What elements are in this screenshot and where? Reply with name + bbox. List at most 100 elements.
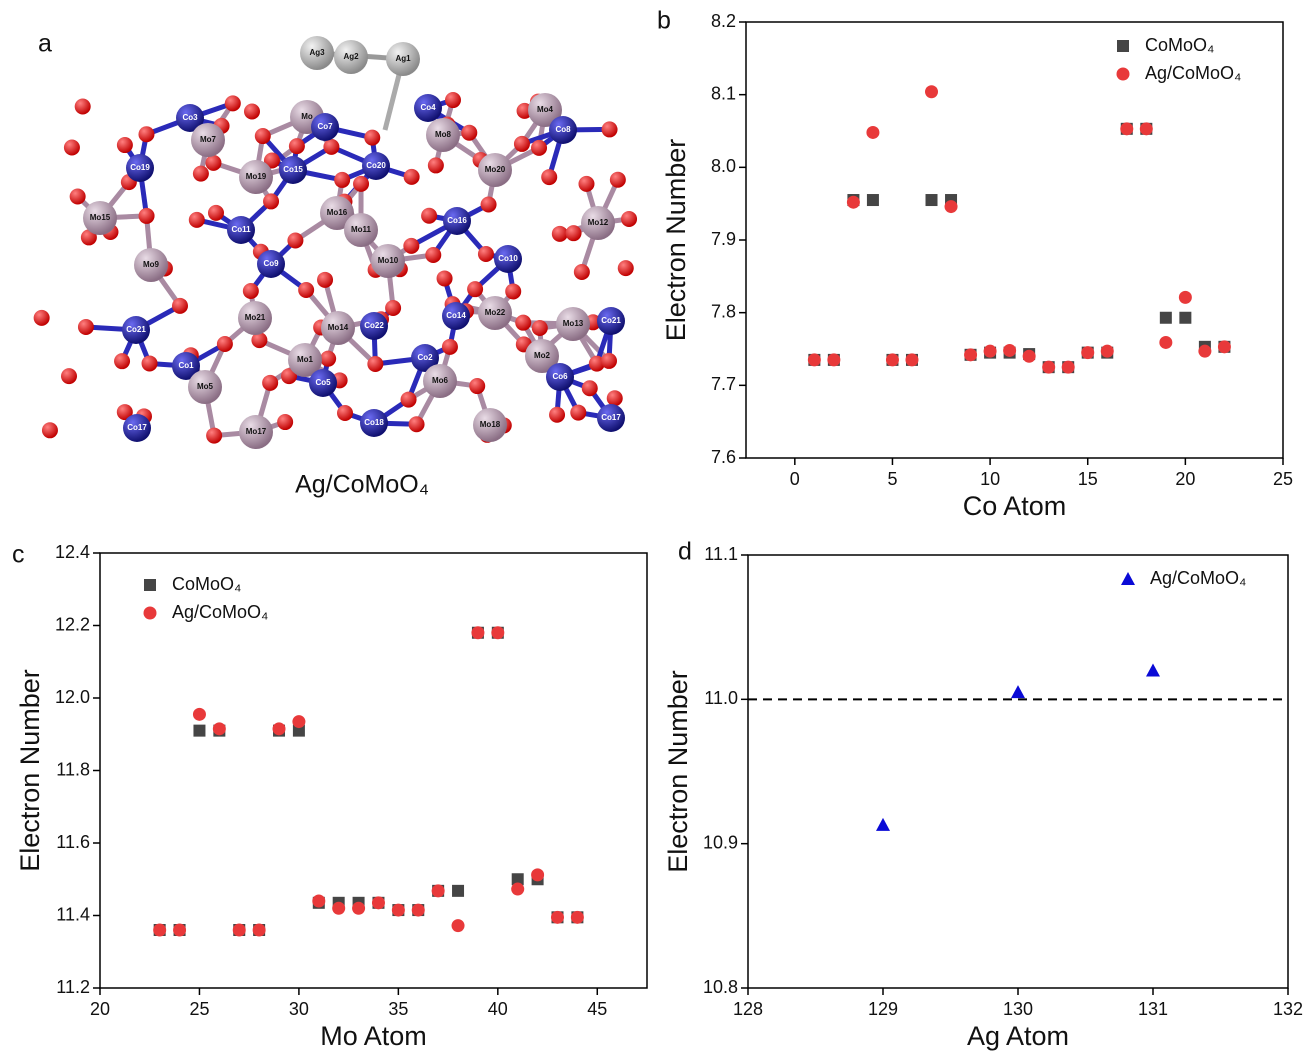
- oxygen-atom: [243, 283, 259, 299]
- x-tick-label: 25: [189, 999, 209, 1019]
- plot-frame: [748, 555, 1288, 988]
- y-tick-label: 8.0: [711, 156, 736, 176]
- atom-label: Mo13: [563, 319, 584, 328]
- atom-label: Co20: [366, 161, 386, 170]
- marker: [193, 725, 205, 737]
- atom-label: Co19: [130, 163, 150, 172]
- oxygen-atom: [217, 336, 233, 352]
- x-tick-label: 5: [887, 469, 897, 489]
- marker: [808, 353, 821, 366]
- structure: Ag3Ag2Ag1Co3MoCo7Co4Mo4Mo7Co8Mo8Co19Mo19…: [34, 36, 637, 449]
- atom-label: Co11: [231, 225, 251, 234]
- oxygen-atom: [574, 264, 590, 280]
- oxygen-atom: [34, 310, 50, 326]
- marker: [292, 715, 305, 728]
- atom-label: Co1: [178, 361, 194, 370]
- x-tick-label: 0: [790, 469, 800, 489]
- oxygen-atom: [263, 193, 279, 209]
- x-axis-title: Mo Atom: [320, 1021, 427, 1051]
- oxygen-atom: [334, 172, 350, 188]
- marker: [491, 626, 504, 639]
- oxygen-atom: [42, 422, 58, 438]
- x-axis-title: Co Atom: [963, 491, 1067, 521]
- oxygen-atom: [515, 315, 531, 331]
- oxygen-atom: [61, 368, 77, 384]
- oxygen-atom: [442, 339, 458, 355]
- oxygen-atom: [353, 176, 369, 192]
- atom-label: Mo15: [90, 213, 111, 222]
- oxygen-atom: [189, 212, 205, 228]
- atom-label: Co2: [417, 353, 433, 362]
- atom-label: Mo22: [485, 308, 506, 317]
- marker: [213, 722, 226, 735]
- structure-caption: Ag/CoMoO₄: [295, 471, 429, 499]
- oxygen-atom: [289, 138, 305, 154]
- oxygen-atom: [505, 283, 521, 299]
- marker: [571, 911, 584, 924]
- marker: [1003, 344, 1016, 357]
- marker: [273, 722, 286, 735]
- atom-label: Co7: [317, 122, 333, 131]
- oxygen-atom: [142, 355, 158, 371]
- oxygen-atom: [139, 208, 155, 224]
- x-tick-label: 128: [733, 999, 763, 1019]
- atom-label: Co15: [283, 165, 303, 174]
- atom-label: Mo1: [297, 355, 314, 364]
- oxygen-atom: [225, 95, 241, 111]
- marker: [866, 126, 879, 139]
- oxygen-atom: [364, 130, 380, 146]
- marker: [925, 85, 938, 98]
- marker: [432, 884, 445, 897]
- legend-label: CoMoO₄: [1145, 35, 1214, 55]
- marker: [926, 194, 938, 206]
- y-tick-label: 11.6: [56, 832, 90, 852]
- marker: [173, 924, 186, 937]
- oxygen-atom: [75, 98, 91, 114]
- atom-label: Co21: [601, 316, 621, 325]
- atom-label: Mo6: [432, 376, 449, 385]
- legend-marker: [1117, 68, 1130, 81]
- marker: [253, 924, 266, 937]
- x-tick-label: 15: [1078, 469, 1098, 489]
- panel-label: d: [678, 538, 692, 566]
- marker: [352, 902, 365, 915]
- x-tick-label: 130: [1003, 999, 1033, 1019]
- oxygen-atom: [552, 226, 568, 242]
- legend-marker: [144, 607, 157, 620]
- marker: [1062, 361, 1075, 374]
- marker: [1120, 122, 1133, 135]
- oxygen-atom: [578, 176, 594, 192]
- atom-label: Mo9: [143, 260, 160, 269]
- oxygen-atom: [298, 282, 314, 298]
- oxygen-atom: [481, 196, 497, 212]
- oxygen-atom: [287, 232, 303, 248]
- panel-label: a: [38, 30, 52, 58]
- marker: [1160, 312, 1172, 324]
- y-tick-label: 12.2: [55, 614, 90, 634]
- y-tick-label: 7.8: [711, 301, 736, 321]
- x-tick-label: 20: [1175, 469, 1195, 489]
- oxygen-atom: [409, 416, 425, 432]
- atom-label: Mo14: [328, 323, 349, 332]
- y-tick-label: 11.2: [56, 977, 90, 997]
- atom-label: Mo4: [537, 105, 554, 114]
- oxygen-atom: [337, 405, 353, 421]
- panel-label: b: [657, 7, 671, 35]
- marker: [1198, 345, 1211, 358]
- oxygen-atom: [323, 139, 339, 155]
- oxygen-atom: [461, 125, 477, 141]
- y-tick-label: 12.4: [55, 542, 90, 562]
- marker: [1140, 122, 1153, 135]
- atom-label: Co9: [263, 259, 279, 268]
- y-tick-label: 10.9: [703, 832, 738, 852]
- x-axis-title: Ag Atom: [967, 1021, 1069, 1051]
- marker: [511, 883, 524, 896]
- legend-label: Ag/CoMoO₄: [1145, 63, 1241, 83]
- atom-label: Co17: [127, 423, 147, 432]
- y-tick-label: 11.0: [704, 688, 738, 708]
- marker: [332, 902, 345, 915]
- marker: [1218, 340, 1231, 353]
- atom-label: Mo18: [480, 420, 501, 429]
- marker: [233, 924, 246, 937]
- y-axis-title: Electron Number: [661, 139, 691, 342]
